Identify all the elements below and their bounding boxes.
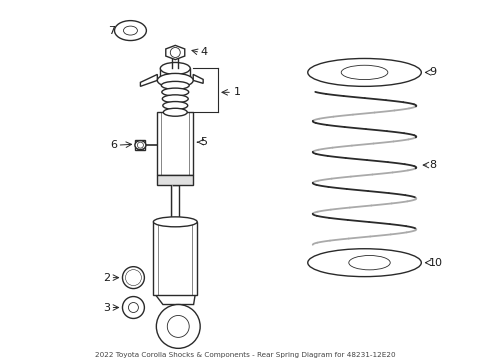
Ellipse shape	[162, 95, 188, 103]
Ellipse shape	[308, 58, 421, 86]
Circle shape	[171, 48, 180, 58]
Polygon shape	[135, 140, 146, 150]
Circle shape	[122, 267, 145, 289]
Circle shape	[156, 305, 200, 348]
Ellipse shape	[157, 73, 193, 87]
Polygon shape	[153, 222, 197, 294]
Text: 8: 8	[429, 160, 437, 170]
Text: 2: 2	[103, 273, 111, 283]
Text: 2022 Toyota Corolla Shocks & Components - Rear Spring Diagram for 48231-12E20: 2022 Toyota Corolla Shocks & Components …	[95, 352, 395, 358]
Ellipse shape	[135, 141, 146, 150]
Text: 3: 3	[103, 302, 111, 312]
Text: 9: 9	[429, 67, 437, 77]
Ellipse shape	[115, 21, 147, 41]
Circle shape	[122, 297, 145, 319]
Polygon shape	[155, 294, 195, 305]
Polygon shape	[141, 75, 157, 86]
Polygon shape	[157, 175, 193, 185]
Ellipse shape	[163, 102, 188, 109]
Ellipse shape	[341, 65, 388, 80]
Circle shape	[128, 273, 138, 283]
Polygon shape	[193, 75, 203, 84]
Polygon shape	[172, 185, 179, 222]
Polygon shape	[157, 112, 193, 175]
Circle shape	[167, 315, 189, 337]
Text: 7: 7	[108, 26, 116, 36]
Ellipse shape	[123, 26, 137, 35]
Ellipse shape	[153, 217, 197, 227]
Circle shape	[125, 270, 142, 285]
Ellipse shape	[160, 62, 190, 75]
Circle shape	[128, 302, 138, 312]
Text: 4: 4	[200, 48, 207, 58]
Ellipse shape	[349, 256, 390, 270]
Ellipse shape	[163, 108, 187, 116]
Ellipse shape	[162, 88, 189, 96]
Text: 1: 1	[234, 87, 241, 97]
Polygon shape	[166, 45, 185, 60]
Text: 5: 5	[200, 137, 207, 147]
Polygon shape	[160, 68, 190, 80]
Ellipse shape	[308, 249, 421, 276]
Ellipse shape	[161, 81, 189, 89]
Circle shape	[137, 142, 144, 148]
Text: 6: 6	[110, 140, 118, 150]
Text: 10: 10	[429, 258, 443, 268]
